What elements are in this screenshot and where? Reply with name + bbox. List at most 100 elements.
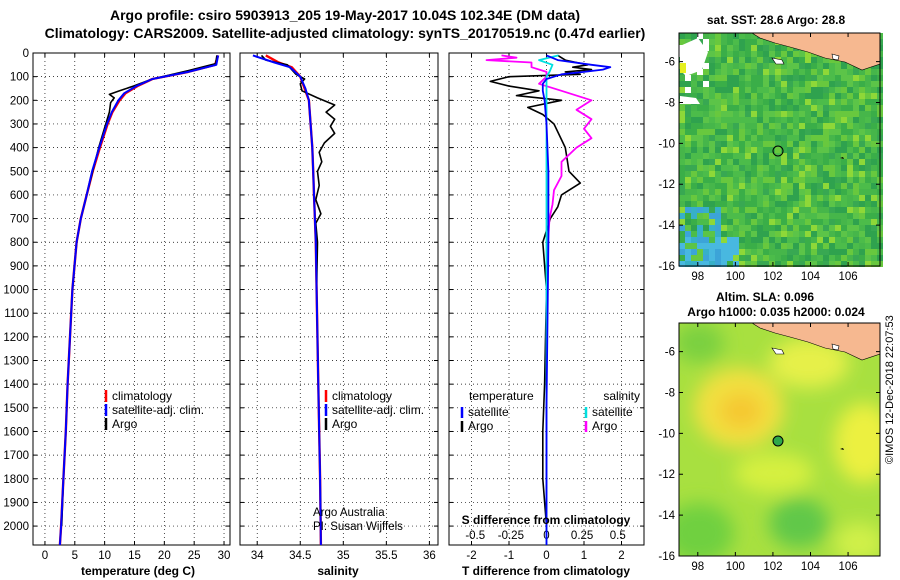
sst-map-cell (715, 189, 721, 195)
sst-map-cell (715, 165, 721, 171)
sst-map-cell (817, 123, 823, 129)
sst-map-cell (763, 57, 769, 63)
sst-map-cell (733, 81, 739, 87)
sst-map-cell (727, 111, 733, 117)
sst-map-cell (733, 201, 739, 207)
sst-map-cell (811, 111, 817, 117)
sst-map-cell (727, 105, 733, 111)
sst-map-cell (757, 39, 763, 45)
sst-map-cell (691, 135, 697, 141)
sst-map-cell (745, 93, 751, 99)
sst-map-cell (775, 183, 781, 189)
sst-map-cell (805, 189, 811, 195)
sst-map-cell (817, 99, 823, 105)
sst-map-cell (817, 81, 823, 87)
sst-map-cell (697, 177, 703, 183)
sst-map-cell (709, 171, 715, 177)
sst-map-cell (751, 33, 757, 39)
sst-map-cell (685, 171, 691, 177)
sst-map-cell (853, 237, 859, 243)
sst-map-cell (847, 105, 853, 111)
sst-map-cell (859, 105, 865, 111)
sst-map-cell (865, 123, 871, 129)
sst-map-cell (817, 129, 823, 135)
x-tick-label: 35.5 (375, 550, 397, 562)
sst-map-cell (775, 93, 781, 99)
sst-map-cell (751, 207, 757, 213)
sst-map-cell (865, 153, 871, 159)
sst-map-cell (745, 153, 751, 159)
sst-map-cell (817, 213, 823, 219)
sst-map-cell (835, 213, 841, 219)
sst-map-cell (799, 213, 805, 219)
sst-map-cell (835, 75, 841, 81)
series-line-satellite-adj-clim- (58, 55, 220, 546)
sst-map-cell (715, 177, 721, 183)
x-tick-label: 34.5 (289, 550, 311, 562)
sst-map-cell (733, 75, 739, 81)
sst-map-cell (835, 111, 841, 117)
sst-map-cell (781, 165, 787, 171)
sst-map-cell (841, 123, 847, 129)
sst-map-cell (853, 117, 859, 123)
sst-map-cell (811, 153, 817, 159)
sst-map-cell (733, 237, 739, 243)
sst-map-cell (769, 171, 775, 177)
sst-map-cell (853, 243, 859, 249)
sst-map-cell (763, 129, 769, 135)
sst-map-cell (853, 231, 859, 237)
sst-map-cell (835, 195, 841, 201)
sst-map-cell (805, 243, 811, 249)
sst-map-cell (739, 213, 745, 219)
sst-map-cell (685, 75, 691, 81)
sst-map-cell (811, 231, 817, 237)
sst-map-cell (757, 63, 763, 69)
sst-map-cell (841, 261, 847, 267)
sst-map-cell (871, 171, 877, 177)
sst-map-cell (859, 153, 865, 159)
sst-map-cell (739, 237, 745, 243)
sst-map-cell (709, 147, 715, 153)
sst-map-cell (709, 165, 715, 171)
sst-map-cell (757, 111, 763, 117)
sst-map-cell (823, 219, 829, 225)
sst-map-cell (751, 261, 757, 267)
sst-map-cell (847, 261, 853, 267)
sst-map-cell (733, 93, 739, 99)
sst-map-cell (811, 177, 817, 183)
sst-map-cell (787, 147, 793, 153)
sst-map-cell (757, 123, 763, 129)
sst-map-cell (787, 75, 793, 81)
sst-map-cell (853, 249, 859, 255)
temperature-panel-frame (32, 52, 231, 546)
sst-map-cell (769, 201, 775, 207)
sst-map-cell (697, 81, 703, 87)
sst-map-cell (739, 93, 745, 99)
sst-map-cell (841, 141, 847, 147)
sst-map-cell (847, 135, 853, 141)
sst-map-cell (853, 213, 859, 219)
sst-map-cell (685, 87, 691, 93)
sst-map-cell (715, 159, 721, 165)
sst-map-cell (721, 147, 727, 153)
sst-map-cell (829, 201, 835, 207)
sst-map-cell (787, 93, 793, 99)
sst-map-cell (769, 249, 775, 255)
sst-map-cell (715, 147, 721, 153)
sst-map-cell (745, 237, 751, 243)
sst-map-cell (841, 231, 847, 237)
sst-map-cell (811, 141, 817, 147)
sst-map-cell (775, 219, 781, 225)
sst-map-cell (763, 147, 769, 153)
sst-map-cell (745, 177, 751, 183)
sst-map-cell (763, 87, 769, 93)
sst-map-cell (817, 57, 823, 63)
sst-map-cell (823, 243, 829, 249)
sst-map-cell (709, 255, 715, 261)
sst-map-cell (727, 57, 733, 63)
sst-map-cell (733, 261, 739, 267)
sst-map-cell (859, 93, 865, 99)
sst-map-cell (727, 39, 733, 45)
sst-map-cell (763, 75, 769, 81)
sst-map-cell (703, 93, 709, 99)
